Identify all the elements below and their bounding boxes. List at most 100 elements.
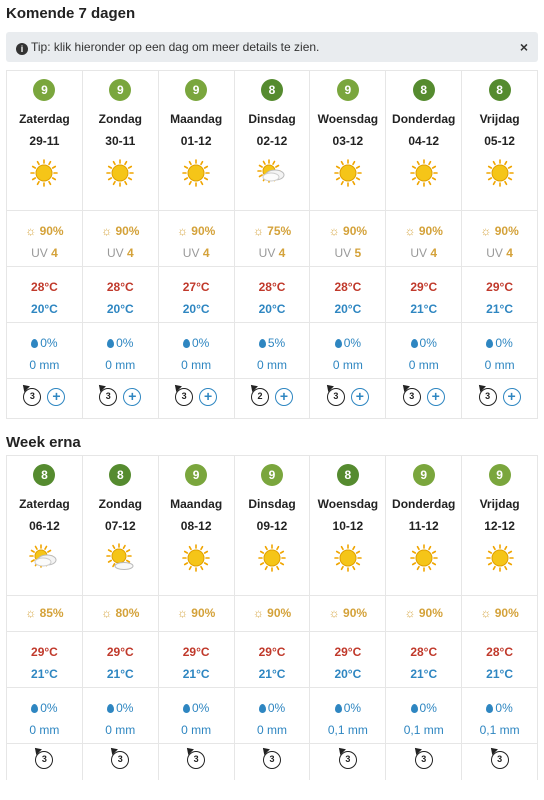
- score-badge: 8: [336, 464, 359, 486]
- wind-force: 2: [257, 391, 263, 401]
- rain-amount: 0 mm: [181, 358, 212, 372]
- sunshine-icon: ☼: [101, 224, 113, 238]
- expand-day-button[interactable]: +: [47, 388, 66, 406]
- day-column[interactable]: 8 Zaterdag 06-12 ☼ 85% 29°C 21°C 0% 0 mm 3: [6, 456, 82, 780]
- sunshine-cell: ☼ 90%: [234, 596, 310, 632]
- day-date: 07-12: [104, 519, 136, 533]
- rain-chance: 0%: [462, 701, 537, 715]
- sunshine-line: ☼ 90%: [7, 224, 82, 238]
- rain-percent: 0%: [343, 336, 362, 350]
- uv-index: UV 4: [235, 246, 310, 260]
- expand-day-button[interactable]: +: [426, 388, 445, 406]
- day-header[interactable]: 8 Vrijdag 05-12: [462, 71, 538, 211]
- expand-day-button[interactable]: +: [123, 388, 142, 406]
- expand-day-button[interactable]: +: [199, 388, 218, 406]
- wind-arrow-icon: [20, 382, 31, 392]
- day-column[interactable]: 9 Donderdag 11-12 ☼ 90% 28°C 21°C 0% 0,1 mm 3: [385, 456, 462, 780]
- sunshine-icon: ☼: [328, 224, 340, 238]
- wind-cell: 3 +: [310, 379, 386, 419]
- day-header[interactable]: 8 Dinsdag 02-12: [234, 71, 310, 211]
- day-column[interactable]: 8 Woensdag 10-12 ☼ 90% 29°C 20°C 0% 0,1 mm 3: [309, 456, 386, 780]
- day-header[interactable]: 9 Maandag 08-12: [158, 456, 234, 596]
- wind-cell: 3 +: [7, 379, 82, 419]
- sunshine-cell: ☼ 90% UV 4: [386, 211, 462, 267]
- day-column[interactable]: 8 Vrijdag 05-12 ☼ 90% UV 4 29°C 21°C 0% 0 mm 3 +: [461, 71, 539, 419]
- rain-cell: 0% 0 mm: [7, 688, 82, 744]
- temp-max: 28°C: [258, 280, 286, 294]
- rain-percent: 0%: [116, 336, 134, 350]
- sun-icon: [29, 158, 59, 188]
- day-column[interactable]: 9 Zondag 30-11 ☼ 90% UV 4 28°C 20°C 0% 0 mm 3 +: [81, 71, 158, 419]
- sunshine-cell: ☼ 90%: [462, 596, 538, 632]
- sun-icon: [105, 158, 135, 188]
- temperature-cell: 29°C 21°C: [158, 632, 234, 688]
- day-column[interactable]: 9 Maandag 01-12 ☼ 90% UV 4 27°C 20°C 0% 0 mm 3 +: [157, 71, 234, 419]
- day-column[interactable]: 9 Vrijdag 12-12 ☼ 90% 28°C 21°C 0% 0,1 mm 3: [461, 456, 539, 780]
- day-header[interactable]: 9 Dinsdag 09-12: [234, 456, 310, 596]
- wind-direction-icon: 3: [96, 382, 118, 406]
- day-header[interactable]: 9 Zaterdag 29-11: [7, 71, 82, 211]
- sunshine-icon: ☼: [25, 224, 37, 238]
- sunshine-line: ☼ 90%: [310, 224, 385, 238]
- rain-cell: 0% 0 mm: [158, 323, 234, 379]
- day-column[interactable]: 8 Donderdag 04-12 ☼ 90% UV 4 29°C 21°C 0% 0 mm 3 +: [385, 71, 462, 419]
- day-header[interactable]: 9 Donderdag 11-12: [386, 456, 462, 596]
- section-title-week1: Komende 7 dagen: [6, 5, 136, 22]
- sunshine-icon: ☼: [252, 606, 264, 620]
- day-header[interactable]: 9 Vrijdag 12-12: [462, 456, 538, 596]
- raindrop-icon: [334, 704, 342, 713]
- day-header[interactable]: 9 Zondag 30-11: [82, 71, 158, 211]
- rain-percent: 0%: [116, 701, 134, 715]
- day-header[interactable]: 8 Woensdag 10-12: [310, 456, 386, 596]
- sunshine-line: ☼ 90%: [235, 606, 310, 620]
- day-header[interactable]: 8 Zondag 07-12: [82, 456, 158, 596]
- wind-arrow-icon: [411, 745, 422, 755]
- day-column[interactable]: 9 Dinsdag 09-12 ☼ 90% 29°C 21°C 0% 0 mm 3: [233, 456, 310, 780]
- day-column[interactable]: 8 Dinsdag 02-12 ☼ 75% UV 4 28°C 20°C 5% 0 mm 2 +: [233, 71, 310, 419]
- uv-value: 4: [506, 246, 513, 260]
- wind-force: 3: [345, 754, 351, 764]
- wind-cell: 2 +: [234, 379, 310, 419]
- rain-percent: 0%: [419, 336, 437, 350]
- uv-value: 4: [278, 246, 286, 260]
- day-header[interactable]: 8 Donderdag 04-12: [386, 71, 462, 211]
- temperature-cell: 28°C 21°C: [462, 632, 538, 688]
- wind-direction-icon: 3: [32, 745, 54, 769]
- day-header[interactable]: 8 Zaterdag 06-12: [7, 456, 82, 596]
- uv-index: UV 4: [83, 246, 158, 260]
- rain-chance: 0%: [386, 701, 461, 715]
- day-column[interactable]: 9 Woensdag 03-12 ☼ 90% UV 5 28°C 20°C 0% 0 mm 3 +: [309, 71, 386, 419]
- wind-cell: 3: [386, 744, 461, 780]
- close-tip-button[interactable]: ×: [519, 39, 528, 55]
- raindrop-icon: [107, 339, 115, 348]
- sunshine-cell: ☼ 75% UV 4: [234, 211, 310, 267]
- temperature-cell: 28°C 20°C: [234, 267, 310, 323]
- rain-amount: 0 mm: [484, 358, 515, 372]
- expand-day-button[interactable]: +: [275, 388, 293, 406]
- sunshine-icon: ☼: [404, 224, 416, 238]
- day-column[interactable]: 9 Zaterdag 29-11 ☼ 90% UV 4 28°C 20°C 0% 0 mm 3 +: [6, 71, 82, 419]
- rain-percent: 0%: [267, 701, 286, 715]
- day-name: Maandag: [170, 497, 223, 511]
- rain-cell: 0% 0 mm: [82, 688, 158, 744]
- temp-min: 21°C: [486, 667, 513, 681]
- day-header[interactable]: 9 Maandag 01-12: [158, 71, 234, 211]
- day-column[interactable]: 8 Zondag 07-12 ☼ 80% 29°C 21°C 0% 0 mm 3: [81, 456, 158, 780]
- sunshine-icon: ☼: [480, 606, 492, 620]
- expand-day-button[interactable]: +: [502, 388, 521, 406]
- temp-max: 28°C: [31, 280, 58, 294]
- expand-day-button[interactable]: +: [350, 388, 369, 406]
- sun-icon: [485, 158, 515, 188]
- uv-index: UV 4: [386, 246, 461, 260]
- wind-arrow-icon: [108, 745, 119, 755]
- rain-cell: 0% 0 mm: [7, 323, 82, 379]
- day-header[interactable]: 9 Woensdag 03-12: [310, 71, 386, 211]
- temp-min: 20°C: [334, 302, 362, 316]
- wind-direction-icon: 3: [108, 745, 130, 769]
- day-date: 12-12: [484, 519, 515, 533]
- score-badge: 8: [109, 464, 132, 486]
- sunshine-line: ☼ 90%: [159, 606, 234, 620]
- day-column[interactable]: 9 Maandag 08-12 ☼ 90% 29°C 21°C 0% 0 mm 3: [157, 456, 234, 780]
- wind-direction-icon: 3: [411, 745, 433, 769]
- temp-min: 21°C: [182, 667, 210, 681]
